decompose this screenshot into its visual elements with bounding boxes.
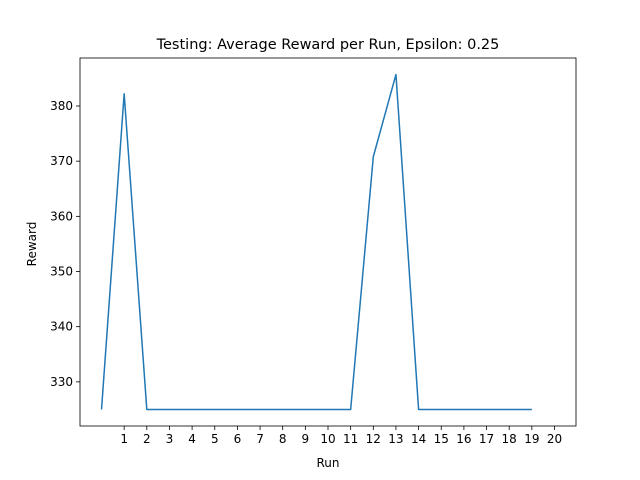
y-tick-label: 350 (50, 265, 73, 279)
x-tick-label: 10 (320, 432, 335, 446)
x-axis-title: Run (316, 456, 339, 470)
x-tick-label: 12 (366, 432, 381, 446)
x-tick-label: 5 (211, 432, 219, 446)
x-tick-label: 2 (143, 432, 151, 446)
y-tick-label: 360 (50, 209, 73, 223)
x-tick-label: 7 (256, 432, 264, 446)
x-tick-label: 1 (120, 432, 128, 446)
x-tick-label: 20 (547, 432, 562, 446)
x-tick-label: 17 (479, 432, 494, 446)
y-axis-title: Reward (25, 222, 39, 267)
x-tick-label: 18 (502, 432, 517, 446)
y-tick-label: 380 (50, 99, 73, 113)
x-tick-label: 14 (411, 432, 426, 446)
y-tick-label: 370 (50, 154, 73, 168)
chart-title: Testing: Average Reward per Run, Epsilon… (156, 37, 500, 53)
plot-area: 1 2 3 4 5 6 7 8 9 10 11 12 13 14 15 16 17 18 19 20330340350… (50, 57, 577, 446)
x-tick-label: 13 (388, 432, 403, 446)
x-tick-label: 6 (234, 432, 242, 446)
x-tick-label: 9 (302, 432, 310, 446)
x-tick-label: 16 (456, 432, 471, 446)
x-tick-label: 15 (434, 432, 449, 446)
y-tick-label: 330 (50, 375, 73, 389)
y-tick-label: 340 (50, 320, 73, 334)
series-line-0 (100, 73, 532, 411)
x-tick-label: 8 (279, 432, 287, 446)
x-tick-label: 11 (343, 432, 358, 446)
x-tick-label: 19 (524, 432, 539, 446)
x-tick-label: 4 (188, 432, 196, 446)
x-tick-label: 3 (166, 432, 174, 446)
